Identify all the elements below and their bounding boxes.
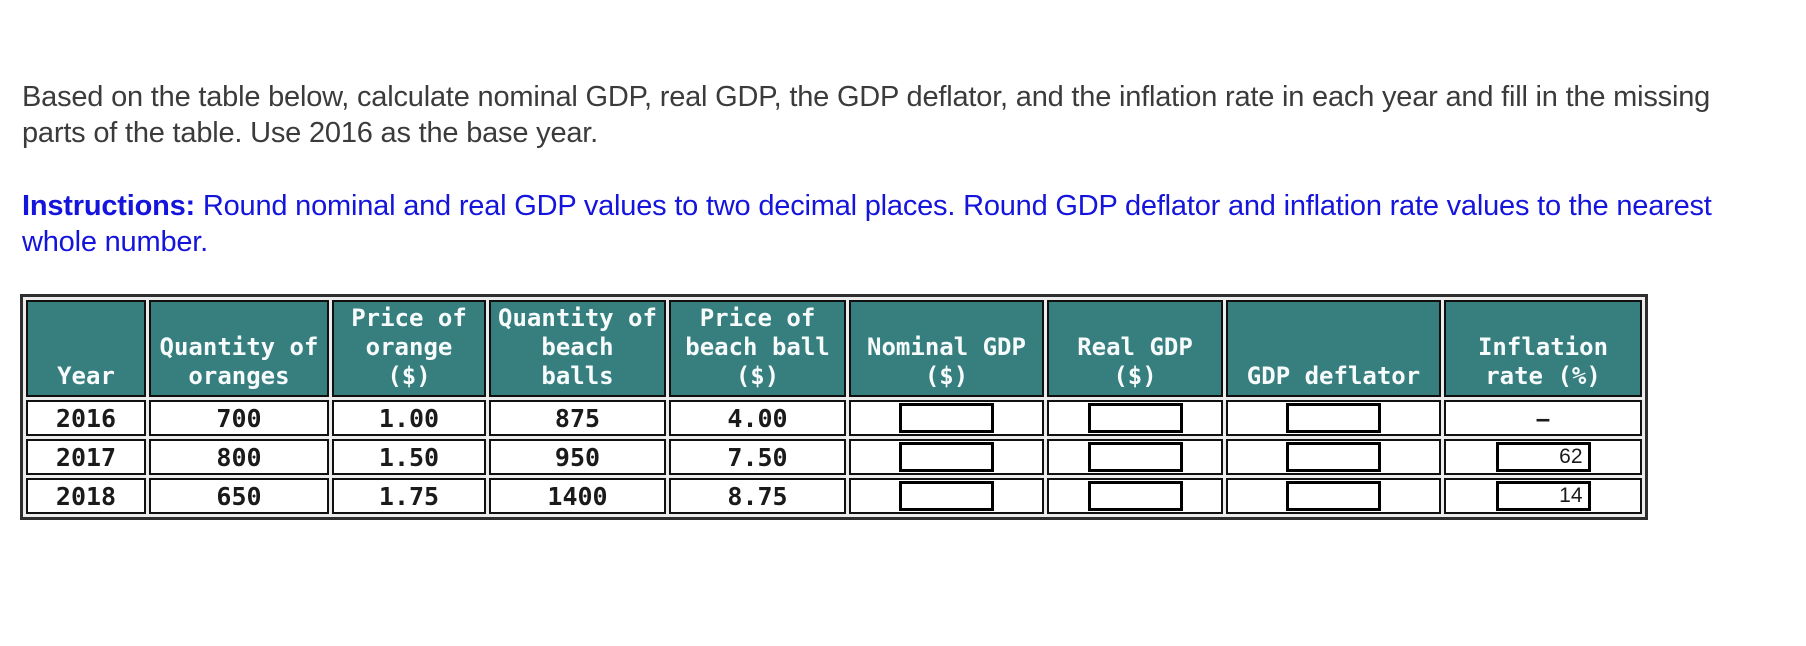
quantity-oranges-cell: 700 (149, 400, 329, 436)
gdp-table: Year Quantity of oranges Price of orange… (20, 294, 1648, 520)
column-header-price-orange: Price of orange ($) (332, 300, 486, 397)
column-header-inflation-rate: Inflation rate (%) (1444, 300, 1642, 397)
real-gdp-cell (1047, 478, 1223, 514)
real-gdp-input-2016[interactable] (1087, 403, 1183, 433)
quantity-oranges-cell: 800 (149, 439, 329, 475)
intro-line-2: parts of the table. Use 2016 as the base… (22, 117, 599, 149)
year-cell: 2017 (26, 439, 146, 475)
real-gdp-input-2017[interactable] (1087, 442, 1183, 472)
gdp-deflator-cell (1226, 439, 1441, 475)
inflation-rate-cell: – (1444, 400, 1642, 436)
gdp-table-container: Year Quantity of oranges Price of orange… (20, 294, 1648, 520)
nominal-gdp-cell (849, 439, 1044, 475)
year-cell: 2016 (26, 400, 146, 436)
column-header-gdp-deflator: GDP deflator (1226, 300, 1441, 397)
real-gdp-cell (1047, 400, 1223, 436)
price-beach-ball-cell: 8.75 (669, 478, 846, 514)
inflation-dash-2016: – (1535, 402, 1551, 433)
nominal-gdp-input-2017[interactable] (899, 442, 994, 472)
real-gdp-input-2018[interactable] (1087, 481, 1183, 511)
intro-paragraph: Based on the table below, calculate nomi… (22, 79, 1710, 151)
instructions-paragraph: Instructions: Round nominal and real GDP… (22, 188, 1712, 260)
quantity-beach-balls-cell: 875 (489, 400, 666, 436)
gdp-deflator-input-2017[interactable] (1286, 442, 1381, 472)
column-header-real-gdp: Real GDP ($) (1047, 300, 1223, 397)
nominal-gdp-cell (849, 478, 1044, 514)
price-beach-ball-cell: 4.00 (669, 400, 846, 436)
column-header-nominal-gdp: Nominal GDP ($) (849, 300, 1044, 397)
column-header-year: Year (26, 300, 146, 397)
year-cell: 2018 (26, 478, 146, 514)
inflation-rate-input-2017[interactable] (1495, 442, 1591, 472)
real-gdp-cell (1047, 439, 1223, 475)
column-header-quantity-oranges: Quantity of oranges (149, 300, 329, 397)
instructions-line-2: whole number. (22, 226, 209, 258)
instructions-text: Round nominal and real GDP values to two… (195, 190, 1712, 222)
quantity-beach-balls-cell: 950 (489, 439, 666, 475)
table-row-2018: 2018 650 1.75 1400 8.75 (26, 478, 1642, 514)
nominal-gdp-cell (849, 400, 1044, 436)
price-orange-cell: 1.50 (332, 439, 486, 475)
gdp-deflator-cell (1226, 478, 1441, 514)
price-beach-ball-cell: 7.50 (669, 439, 846, 475)
intro-line-1: Based on the table below, calculate nomi… (22, 81, 1711, 113)
price-orange-cell: 1.00 (332, 400, 486, 436)
nominal-gdp-input-2016[interactable] (899, 403, 994, 433)
table-row-2016: 2016 700 1.00 875 4.00 – (26, 400, 1642, 436)
header-row: Year Quantity of oranges Price of orange… (26, 300, 1642, 397)
price-orange-cell: 1.75 (332, 478, 486, 514)
column-header-price-beach-ball: Price of beach ball ($) (669, 300, 846, 397)
gdp-deflator-cell (1226, 400, 1441, 436)
inflation-rate-cell (1444, 478, 1642, 514)
inflation-rate-input-2018[interactable] (1495, 481, 1591, 511)
instructions-line-1: Instructions: Round nominal and real GDP… (22, 188, 1712, 224)
quantity-beach-balls-cell: 1400 (489, 478, 666, 514)
inflation-rate-cell (1444, 439, 1642, 475)
column-header-quantity-beach-balls: Quantity of beach balls (489, 300, 666, 397)
gdp-deflator-input-2016[interactable] (1286, 403, 1381, 433)
table-row-2017: 2017 800 1.50 950 7.50 (26, 439, 1642, 475)
quantity-oranges-cell: 650 (149, 478, 329, 514)
instructions-label: Instructions: (22, 190, 196, 222)
gdp-deflator-input-2018[interactable] (1286, 481, 1381, 511)
nominal-gdp-input-2018[interactable] (899, 481, 994, 511)
